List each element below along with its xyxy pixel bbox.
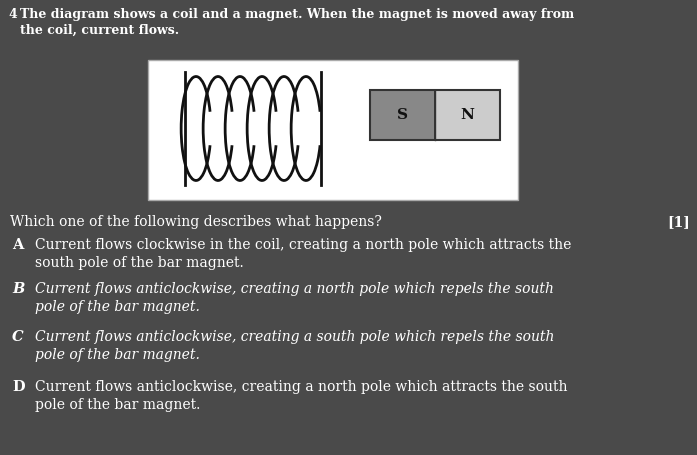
Text: N: N (461, 108, 475, 122)
Text: pole of the bar magnet.: pole of the bar magnet. (35, 398, 200, 412)
Text: Which one of the following describes what happens?: Which one of the following describes wha… (10, 215, 382, 229)
Text: Current flows clockwise in the coil, creating a north pole which attracts the: Current flows clockwise in the coil, cre… (35, 238, 572, 252)
Text: Current flows anticlockwise, creating a south pole which repels the south: Current flows anticlockwise, creating a … (35, 330, 554, 344)
Text: Current flows anticlockwise, creating a north pole which repels the south: Current flows anticlockwise, creating a … (35, 282, 554, 296)
Text: D: D (12, 380, 24, 394)
Text: S: S (397, 108, 408, 122)
Text: the coil, current flows.: the coil, current flows. (20, 24, 179, 37)
Text: south pole of the bar magnet.: south pole of the bar magnet. (35, 256, 244, 270)
Text: C: C (12, 330, 24, 344)
Bar (148, 60, 518, 200)
Text: pole of the bar magnet.: pole of the bar magnet. (35, 348, 200, 362)
Bar (370, 90, 435, 140)
Text: pole of the bar magnet.: pole of the bar magnet. (35, 300, 200, 314)
Text: 4: 4 (8, 8, 17, 21)
Bar (435, 90, 500, 140)
Bar (370, 90, 500, 140)
Text: [1]: [1] (667, 215, 690, 229)
Text: A: A (12, 238, 24, 252)
Text: The diagram shows a coil and a magnet. When the magnet is moved away from: The diagram shows a coil and a magnet. W… (20, 8, 574, 21)
Text: Current flows anticlockwise, creating a north pole which attracts the south: Current flows anticlockwise, creating a … (35, 380, 567, 394)
Text: B: B (12, 282, 24, 296)
